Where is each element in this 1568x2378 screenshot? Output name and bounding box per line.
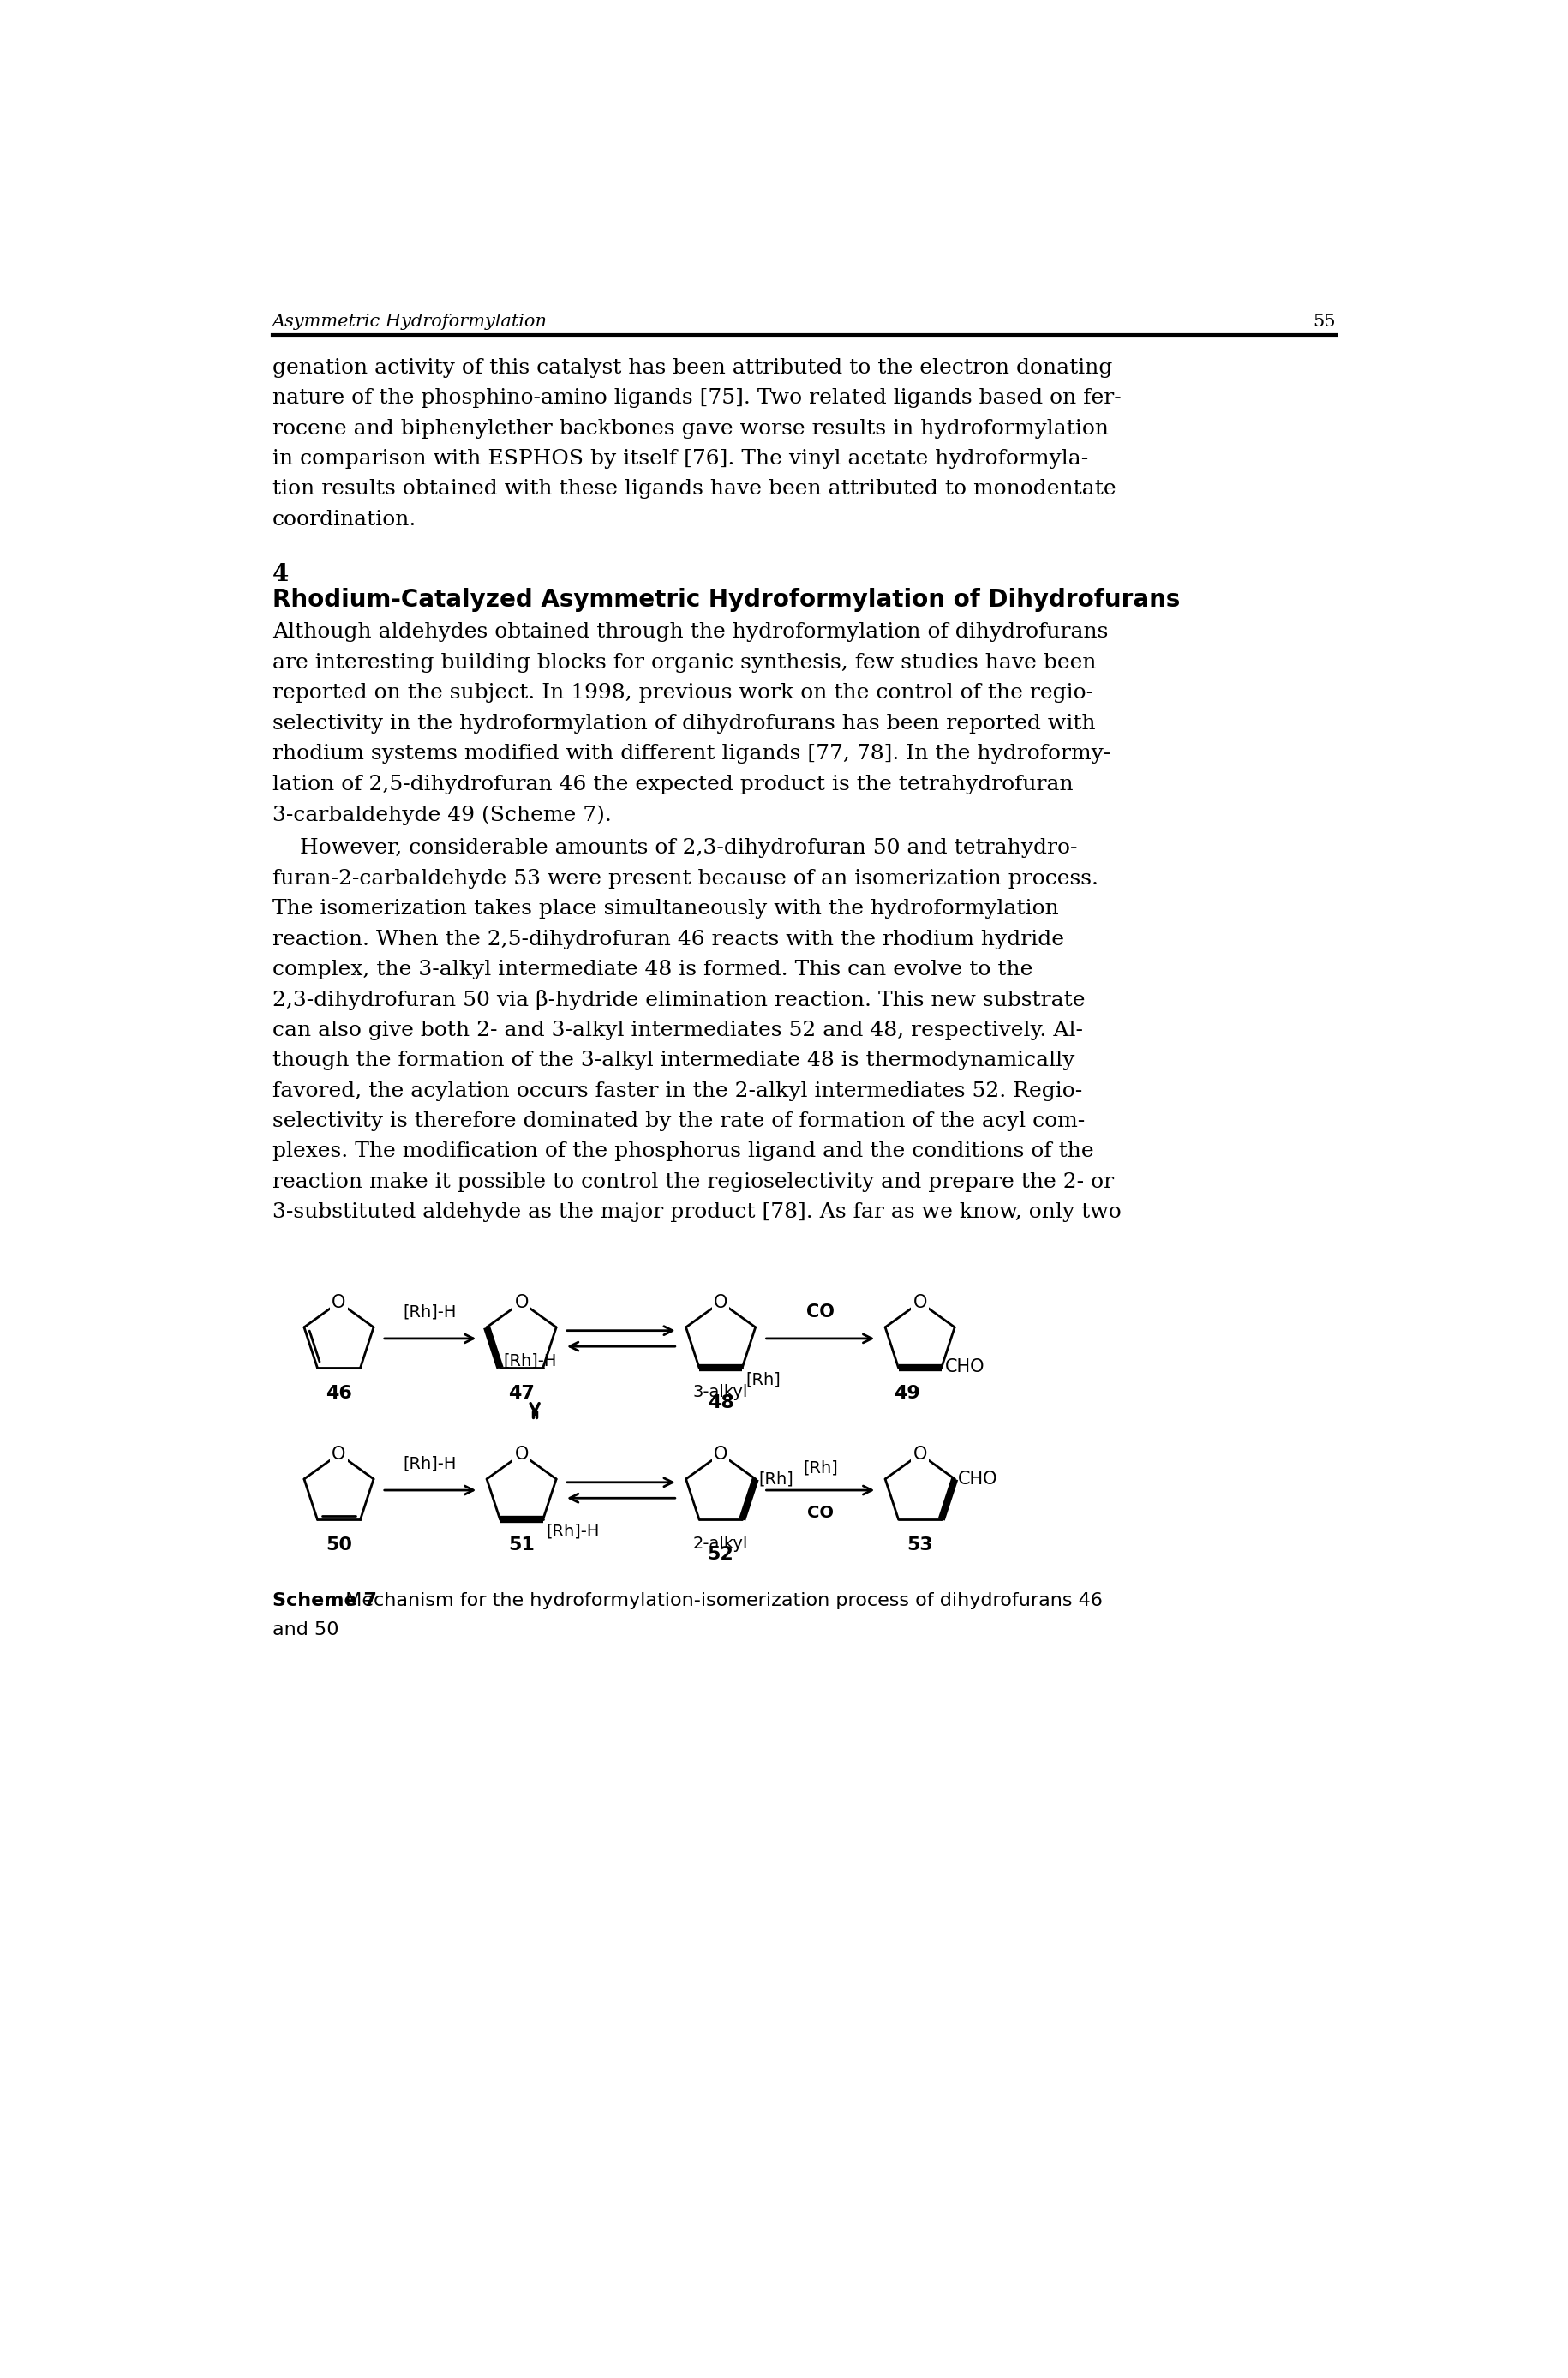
Text: O: O	[713, 1446, 728, 1462]
Text: selectivity is therefore dominated by the rate of formation of the acyl com-: selectivity is therefore dominated by th…	[273, 1111, 1085, 1132]
Text: 48: 48	[707, 1394, 734, 1413]
Text: 49: 49	[892, 1384, 919, 1401]
Text: genation activity of this catalyst has been attributed to the electron donating: genation activity of this catalyst has b…	[273, 359, 1112, 378]
Text: 4: 4	[273, 564, 289, 587]
Text: plexes. The modification of the phosphorus ligand and the conditions of the: plexes. The modification of the phosphor…	[273, 1141, 1093, 1160]
Text: reaction. When the 2,5-dihydrofuran 46 reacts with the rhodium hydride: reaction. When the 2,5-dihydrofuran 46 r…	[273, 930, 1063, 949]
Text: Although aldehydes obtained through the hydroformylation of dihydrofurans: Although aldehydes obtained through the …	[273, 623, 1107, 642]
Text: rhodium systems modified with different ligands [77, 78]. In the hydroformy-: rhodium systems modified with different …	[273, 744, 1110, 763]
Text: O: O	[332, 1294, 345, 1310]
Text: [Rh]: [Rh]	[803, 1460, 837, 1477]
Text: lation of 2,5-dihydrofuran 46 the expected product is the tetrahydrofuran: lation of 2,5-dihydrofuran 46 the expect…	[273, 775, 1073, 794]
Text: O: O	[913, 1446, 927, 1462]
Text: in comparison with ESPHOS by itself [76]. The vinyl acetate hydroformyla-: in comparison with ESPHOS by itself [76]…	[273, 449, 1088, 468]
Text: are interesting building blocks for organic synthesis, few studies have been: are interesting building blocks for orga…	[273, 654, 1096, 673]
Text: 46: 46	[326, 1384, 351, 1401]
Text: 47: 47	[508, 1384, 535, 1401]
Text: 2-alkyl: 2-alkyl	[693, 1536, 748, 1553]
Text: can also give both 2- and 3-alkyl intermediates 52 and 48, respectively. Al-: can also give both 2- and 3-alkyl interm…	[273, 1020, 1082, 1039]
Text: CHO: CHO	[944, 1358, 985, 1374]
Text: The isomerization takes place simultaneously with the hydroformylation: The isomerization takes place simultaneo…	[273, 899, 1058, 918]
Text: O: O	[514, 1294, 528, 1310]
Text: though the formation of the 3-alkyl intermediate 48 is thermodynamically: though the formation of the 3-alkyl inte…	[273, 1051, 1074, 1070]
Text: CO: CO	[806, 1303, 834, 1320]
Text: favored, the acylation occurs faster in the 2-alkyl intermediates 52. Regio-: favored, the acylation occurs faster in …	[273, 1082, 1082, 1101]
Text: 2,3-dihydrofuran 50 via β-hydride elimination reaction. This new substrate: 2,3-dihydrofuran 50 via β-hydride elimin…	[273, 989, 1085, 1011]
Text: [Rh]: [Rh]	[759, 1472, 793, 1486]
Text: furan-2-carbaldehyde 53 were present because of an isomerization process.: furan-2-carbaldehyde 53 were present bec…	[273, 868, 1098, 889]
Text: O: O	[913, 1294, 927, 1310]
Text: O: O	[514, 1446, 528, 1462]
Text: 51: 51	[508, 1536, 535, 1553]
Text: CHO: CHO	[958, 1470, 997, 1489]
Text: rocene and biphenylether backbones gave worse results in hydroformylation: rocene and biphenylether backbones gave …	[273, 419, 1109, 438]
Text: O: O	[332, 1446, 345, 1462]
Text: Scheme 7: Scheme 7	[273, 1593, 376, 1610]
Text: O: O	[713, 1294, 728, 1310]
Text: [Rh]-H: [Rh]-H	[403, 1455, 456, 1472]
Text: selectivity in the hydroformylation of dihydrofurans has been reported with: selectivity in the hydroformylation of d…	[273, 713, 1094, 732]
Text: tion results obtained with these ligands have been attributed to monodentate: tion results obtained with these ligands…	[273, 480, 1115, 499]
Text: complex, the 3-alkyl intermediate 48 is formed. This can evolve to the: complex, the 3-alkyl intermediate 48 is …	[273, 961, 1032, 980]
Text: [Rh]-H: [Rh]-H	[503, 1353, 557, 1370]
Text: Mechanism for the hydroformylation-isomerization process of dihydrofurans 46: Mechanism for the hydroformylation-isome…	[334, 1593, 1102, 1610]
Text: [Rh]: [Rh]	[745, 1372, 779, 1386]
Text: 52: 52	[707, 1546, 734, 1562]
Text: 53: 53	[906, 1536, 933, 1553]
Text: reaction make it possible to control the regioselectivity and prepare the 2- or: reaction make it possible to control the…	[273, 1172, 1113, 1191]
Text: [Rh]-H: [Rh]-H	[403, 1303, 456, 1320]
Text: [Rh]-H: [Rh]-H	[546, 1522, 599, 1539]
Text: coordination.: coordination.	[273, 509, 417, 530]
Text: CO: CO	[806, 1505, 833, 1522]
Text: 3-carbaldehyde 49 (Scheme 7).: 3-carbaldehyde 49 (Scheme 7).	[273, 804, 612, 825]
Text: Rhodium-Catalyzed Asymmetric Hydroformylation of Dihydrofurans: Rhodium-Catalyzed Asymmetric Hydroformyl…	[273, 587, 1179, 611]
Text: 3-alkyl: 3-alkyl	[693, 1384, 748, 1401]
Text: 3-substituted aldehyde as the major product [78]. As far as we know, only two: 3-substituted aldehyde as the major prod…	[273, 1203, 1121, 1222]
Text: Asymmetric Hydroformylation: Asymmetric Hydroformylation	[273, 314, 547, 331]
Text: and 50: and 50	[273, 1622, 339, 1638]
Text: However, considerable amounts of 2,3-dihydrofuran 50 and tetrahydro-: However, considerable amounts of 2,3-dih…	[273, 839, 1077, 858]
Text: nature of the phosphino-amino ligands [75]. Two related ligands based on fer-: nature of the phosphino-amino ligands [7…	[273, 388, 1121, 409]
Text: reported on the subject. In 1998, previous work on the control of the regio-: reported on the subject. In 1998, previo…	[273, 682, 1093, 704]
Text: 55: 55	[1312, 314, 1334, 331]
Text: 50: 50	[326, 1536, 351, 1553]
